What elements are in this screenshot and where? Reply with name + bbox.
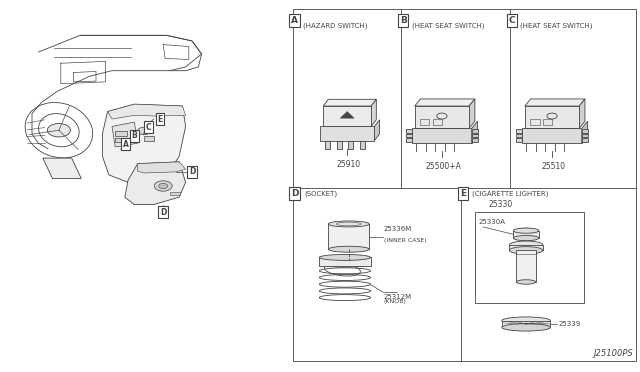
Ellipse shape	[516, 280, 536, 284]
Polygon shape	[515, 228, 537, 235]
Ellipse shape	[328, 246, 369, 252]
Ellipse shape	[319, 254, 371, 260]
Ellipse shape	[509, 241, 543, 248]
Polygon shape	[323, 99, 376, 106]
Text: C: C	[146, 123, 151, 132]
Text: 25330: 25330	[489, 200, 513, 209]
Bar	[582, 134, 588, 137]
Text: (INNER CASE): (INNER CASE)	[384, 238, 427, 243]
Text: B: B	[400, 16, 406, 25]
Circle shape	[138, 127, 150, 135]
Ellipse shape	[513, 228, 539, 233]
Polygon shape	[525, 99, 585, 106]
Text: (HEAT SEAT SWITCH): (HEAT SEAT SWITCH)	[520, 23, 593, 29]
Text: D: D	[160, 208, 166, 217]
Text: 25336M: 25336M	[384, 226, 412, 232]
Bar	[502, 321, 550, 327]
Bar	[319, 257, 371, 266]
Bar	[325, 141, 330, 149]
Polygon shape	[374, 120, 380, 141]
Bar	[543, 119, 552, 125]
Bar	[348, 141, 353, 149]
Bar	[412, 128, 472, 143]
Ellipse shape	[509, 247, 543, 254]
Text: (HEAT SEAT SWITCH): (HEAT SEAT SWITCH)	[412, 23, 484, 29]
Text: J25100PS: J25100PS	[594, 349, 634, 358]
Bar	[360, 141, 365, 149]
Bar	[170, 192, 180, 195]
Bar	[582, 129, 588, 133]
Bar	[337, 141, 342, 149]
Text: A: A	[122, 140, 129, 149]
Text: E: E	[157, 115, 163, 124]
Polygon shape	[579, 99, 585, 128]
Text: E: E	[460, 189, 466, 198]
Circle shape	[159, 183, 168, 189]
Ellipse shape	[319, 261, 371, 267]
Bar	[516, 250, 536, 282]
Bar	[320, 126, 374, 141]
Polygon shape	[582, 121, 588, 143]
Text: (KNOB): (KNOB)	[384, 299, 407, 304]
Bar	[420, 119, 429, 125]
Bar	[115, 138, 127, 142]
Polygon shape	[112, 122, 138, 147]
Bar	[115, 131, 127, 136]
Polygon shape	[340, 112, 355, 118]
Bar	[530, 119, 540, 125]
Bar	[472, 134, 478, 137]
Bar	[513, 231, 539, 238]
Ellipse shape	[502, 324, 550, 331]
Polygon shape	[138, 162, 186, 173]
Polygon shape	[125, 162, 186, 205]
Polygon shape	[469, 99, 475, 128]
Ellipse shape	[513, 235, 539, 241]
Bar	[406, 129, 412, 133]
Text: (SOCKET): (SOCKET)	[305, 190, 338, 197]
Bar	[472, 129, 478, 133]
Polygon shape	[43, 158, 81, 179]
Bar	[516, 134, 522, 137]
Bar	[472, 138, 478, 142]
Text: (HAZARD SWITCH): (HAZARD SWITCH)	[303, 23, 368, 29]
Text: 25339: 25339	[558, 321, 580, 327]
Text: 25500+A: 25500+A	[425, 162, 461, 171]
Polygon shape	[108, 104, 186, 119]
Text: D: D	[189, 167, 195, 176]
Text: 25312M: 25312M	[384, 294, 412, 300]
Bar	[144, 136, 154, 141]
Bar	[522, 128, 582, 143]
Bar	[328, 224, 369, 249]
Text: (CIGARETTE LIGHTER): (CIGARETTE LIGHTER)	[472, 190, 548, 197]
Bar	[475, 212, 584, 303]
Circle shape	[154, 181, 172, 191]
Circle shape	[47, 124, 70, 137]
Bar	[415, 106, 469, 128]
Text: 25510: 25510	[541, 162, 565, 171]
Text: A: A	[291, 16, 298, 25]
Text: B: B	[132, 131, 137, 140]
Bar	[406, 134, 412, 137]
Text: 25910: 25910	[337, 160, 360, 169]
Text: 25330A: 25330A	[478, 219, 505, 225]
Bar	[293, 9, 636, 361]
Polygon shape	[472, 121, 477, 143]
Text: C: C	[509, 16, 515, 25]
Bar	[509, 245, 543, 250]
Text: D: D	[291, 189, 298, 198]
Polygon shape	[102, 104, 186, 182]
Bar	[433, 119, 442, 125]
Bar	[516, 138, 522, 142]
Ellipse shape	[502, 317, 550, 324]
Bar	[516, 129, 522, 133]
Ellipse shape	[328, 221, 369, 227]
Bar	[406, 138, 412, 142]
Bar	[525, 106, 579, 128]
Bar	[323, 106, 371, 126]
Polygon shape	[371, 99, 376, 126]
Bar	[582, 138, 588, 142]
Polygon shape	[415, 99, 475, 106]
